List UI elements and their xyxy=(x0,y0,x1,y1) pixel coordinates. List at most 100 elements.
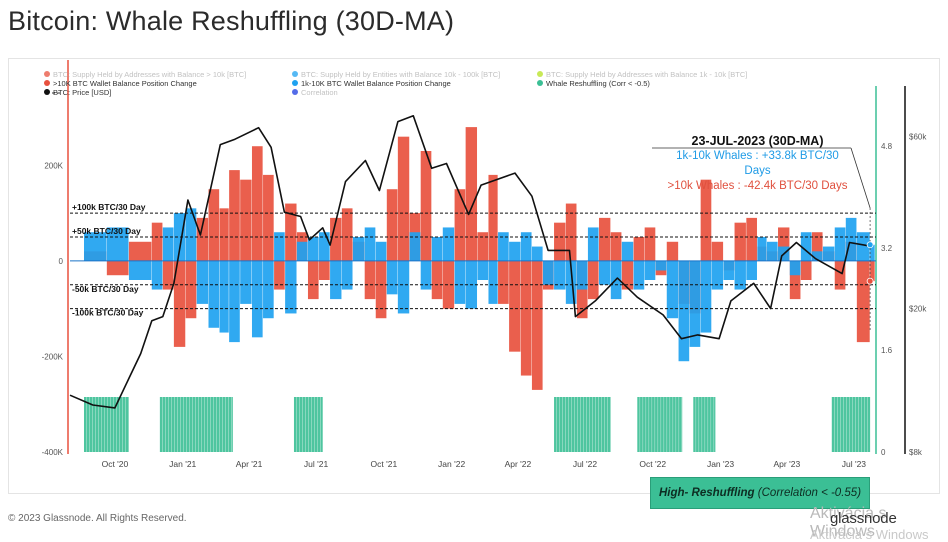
red-bar xyxy=(598,217,611,261)
red-bar xyxy=(208,189,220,261)
annotation-blue-line-1: 1k-10k Whales : +33.8k BTC/30 xyxy=(676,150,839,162)
red-bar xyxy=(856,260,870,343)
legend-swatch xyxy=(537,80,543,86)
legend-label: >10K BTC Wallet Balance Position Change xyxy=(53,79,197,88)
blue-bar xyxy=(364,227,376,261)
x-tick: Apr '23 xyxy=(774,459,801,469)
y-left-tick: 0 xyxy=(59,257,64,266)
red-bar xyxy=(274,260,285,290)
red-bar xyxy=(285,203,297,261)
blue-bar xyxy=(296,241,308,261)
red-bar xyxy=(307,260,319,300)
red-bar xyxy=(240,179,252,261)
annotation-box: 23-JUL-2023 (30D-MA) 1k-10k Whales : +33… xyxy=(655,134,860,194)
blue-bar xyxy=(689,260,701,347)
reshuffling-period xyxy=(159,397,233,452)
x-tick: Jan '22 xyxy=(438,459,465,469)
reshuffling-period xyxy=(637,397,683,452)
red-bar xyxy=(789,260,801,300)
annotation-blue-line-2: Days xyxy=(744,165,771,177)
red-bar xyxy=(565,203,577,261)
red-bar xyxy=(431,260,443,300)
red-bar xyxy=(375,260,387,319)
legend-item[interactable]: Whale Reshuffling (Corr < -0.5) xyxy=(537,79,650,88)
red-bar xyxy=(488,174,498,261)
blue-bar xyxy=(576,260,588,290)
blue-bar xyxy=(644,260,656,280)
annotation-pointer xyxy=(850,147,871,209)
red-bar xyxy=(465,127,478,261)
red-bar xyxy=(621,260,634,290)
legend-item[interactable]: BTC: Supply Held by Addresses with Balan… xyxy=(537,70,747,79)
legend-item[interactable]: >10K BTC Wallet Balance Position Change xyxy=(44,79,197,88)
legend-label: Correlation xyxy=(301,88,338,97)
y-mid-tick: 4.8 xyxy=(881,142,893,151)
threshold-label: +50k BTC/30 Day xyxy=(72,226,141,236)
legend-swatch xyxy=(44,89,50,95)
blue-bar xyxy=(587,227,599,261)
blue-bar xyxy=(565,260,577,304)
red-bar xyxy=(128,241,152,261)
blue-bar xyxy=(352,237,365,261)
x-tick: Jan '21 xyxy=(169,459,196,469)
blue-bar xyxy=(386,260,398,295)
blue-bar xyxy=(811,251,823,261)
blue-bar xyxy=(723,260,735,280)
blue-bar xyxy=(285,260,297,314)
y-mid-tick: 1.6 xyxy=(881,346,893,355)
x-tick: Jul '22 xyxy=(573,459,598,469)
blue-bar xyxy=(442,227,455,261)
y-price-tick: $20k xyxy=(909,305,927,314)
red-bar xyxy=(263,174,274,261)
blue-bar xyxy=(208,260,220,328)
blue-bar xyxy=(106,227,129,261)
blue-bar xyxy=(128,260,152,280)
blue-bar xyxy=(498,232,509,261)
legend-swatch xyxy=(537,71,543,77)
red-bar xyxy=(520,260,532,376)
blue-bar xyxy=(477,260,489,280)
blue-bar xyxy=(766,241,778,261)
red-bar xyxy=(666,241,679,261)
blue-bar xyxy=(870,244,875,261)
threshold-label: -50k BTC/30 Day xyxy=(72,284,139,294)
legend-item[interactable]: Correlation xyxy=(292,88,338,97)
legend-swatch xyxy=(292,71,298,77)
red-bar xyxy=(811,232,823,261)
blue-bar xyxy=(274,232,285,261)
blue-bar xyxy=(151,260,163,290)
legend-item[interactable]: BTC: Price [USD] xyxy=(44,88,111,97)
red-bar xyxy=(477,232,489,261)
red-bar xyxy=(341,208,353,261)
blue-bar xyxy=(845,217,857,261)
legend-item[interactable]: BTC: Supply Held by Entities with Balanc… xyxy=(292,70,500,79)
blue-bar xyxy=(655,260,667,271)
legend-item[interactable]: 1k-10K BTC Wallet Balance Position Chang… xyxy=(292,79,451,88)
red-bar xyxy=(219,208,229,261)
blue-bar xyxy=(509,241,521,261)
page-title: Bitcoin: Whale Reshuffling (30D-MA) xyxy=(8,6,455,36)
annotation-heading: 23-JUL-2023 (30D-MA) xyxy=(691,134,824,148)
chart-frame xyxy=(8,58,940,494)
callout-bold: High- Reshuffling xyxy=(658,487,755,499)
blue-bar xyxy=(856,232,870,261)
reshuffling-period xyxy=(831,397,871,452)
red-bar xyxy=(734,222,746,261)
legend-item[interactable]: BTC: Supply Held by Addresses with Balan… xyxy=(44,70,246,79)
copyright-footer: © 2023 Glassnode. All Rights Reserved. xyxy=(8,513,187,524)
blue-bar xyxy=(229,260,240,343)
legend-label: BTC: Price [USD] xyxy=(53,88,112,97)
blue-bar xyxy=(734,260,746,290)
red-bar xyxy=(196,217,209,261)
blue-bar xyxy=(554,260,566,290)
blue-bar xyxy=(431,237,443,261)
red-bar xyxy=(173,260,186,347)
red-bar xyxy=(386,189,398,261)
blue-bar xyxy=(789,260,801,276)
blue-bar xyxy=(196,260,209,304)
blue-bar xyxy=(520,232,532,261)
red-bar xyxy=(498,260,509,304)
red-bar xyxy=(587,260,599,300)
callout-rest: (Correlation < -0.55) xyxy=(757,487,862,499)
